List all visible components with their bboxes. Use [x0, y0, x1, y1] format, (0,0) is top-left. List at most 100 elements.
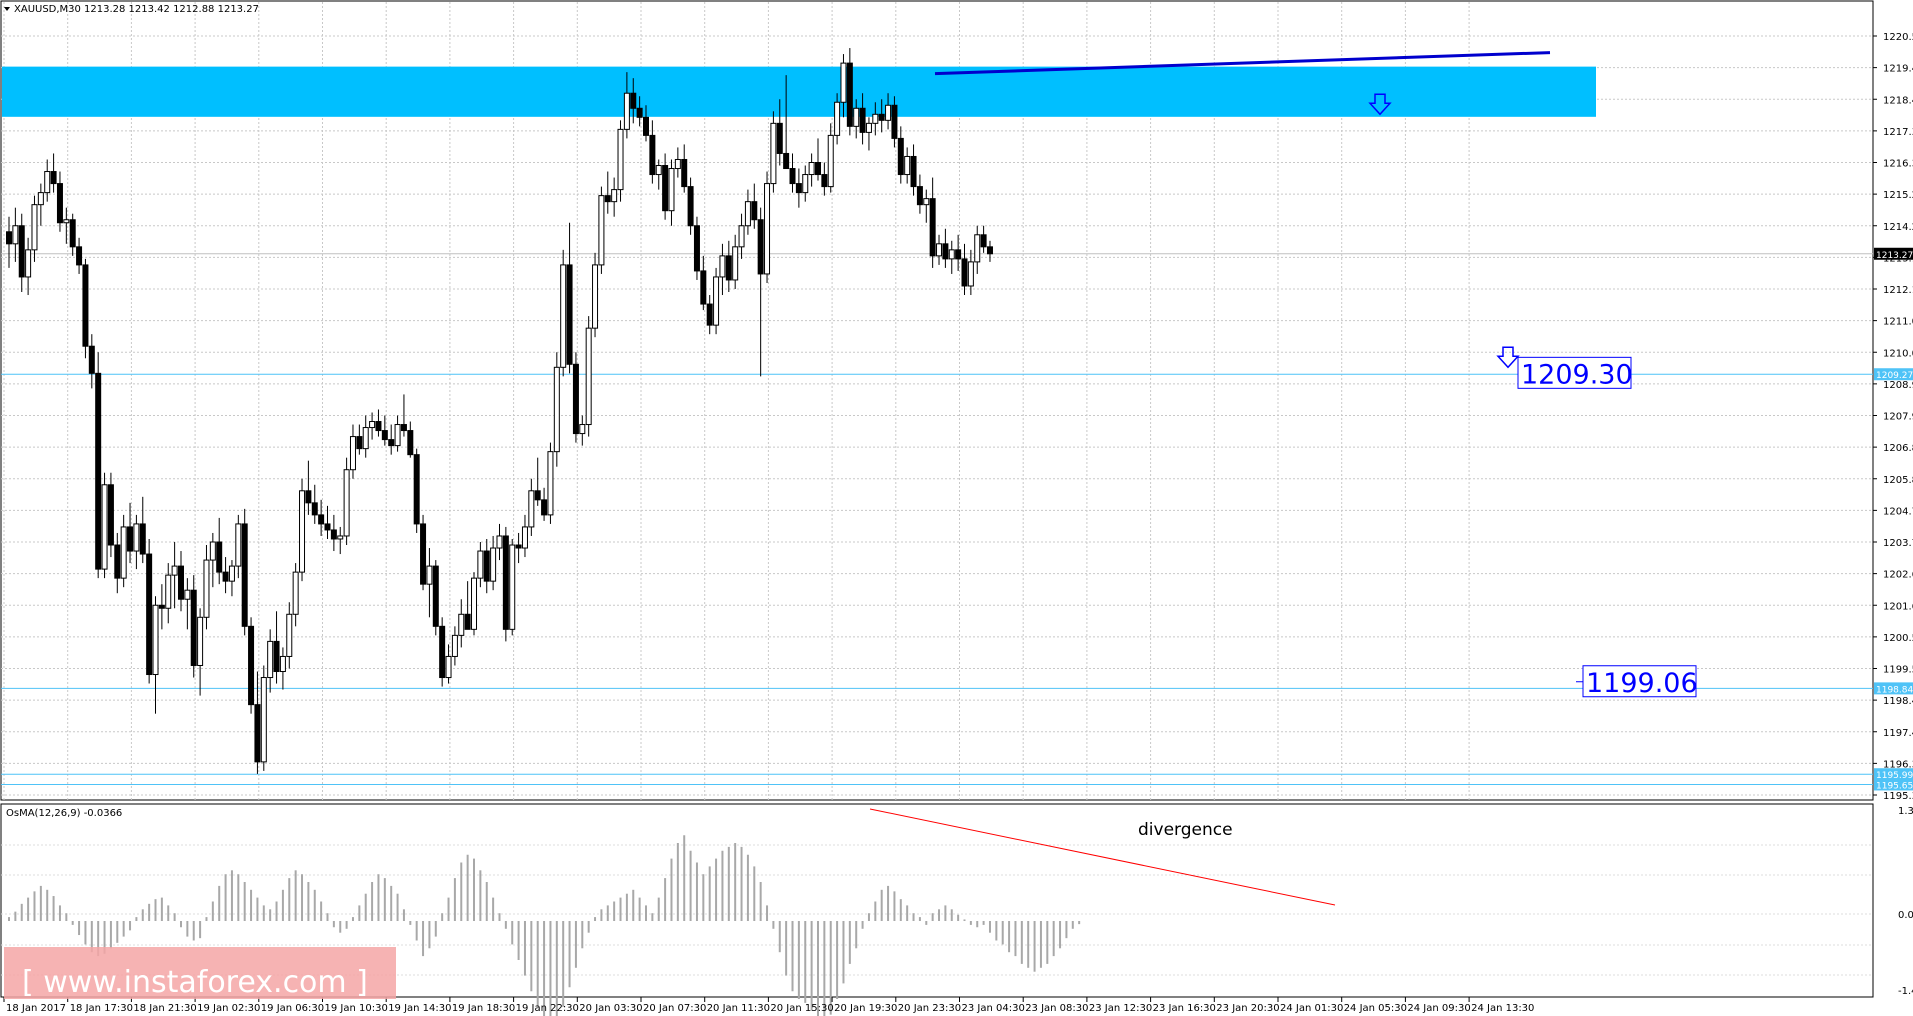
- y-tick-label: 1211.05: [1883, 317, 1913, 328]
- candle: [171, 542, 178, 609]
- horizontal-levels: [1, 253, 1873, 785]
- x-tick-label: 20 Jan 19:30: [834, 1003, 897, 1014]
- x-tick-label: 19 Jan 06:30: [261, 1003, 324, 1014]
- candle: [56, 171, 63, 232]
- candle: [254, 671, 261, 774]
- osma-histogram: [8, 835, 1081, 1016]
- candle: [585, 316, 592, 437]
- x-tick-label: 20 Jan 15:30: [770, 1003, 833, 1014]
- x-tick-label: 19 Jan 10:30: [325, 1003, 388, 1014]
- candle: [165, 563, 172, 624]
- down-arrow-icon: [1496, 346, 1520, 369]
- candle: [528, 478, 535, 536]
- candle: [235, 514, 242, 579]
- candle: [834, 93, 841, 145]
- candle: [490, 535, 497, 591]
- watermark-bg: [4, 947, 396, 999]
- candle: [209, 532, 216, 588]
- candle: [477, 542, 484, 588]
- candle: [502, 526, 509, 642]
- candle: [349, 424, 356, 479]
- candle: [948, 240, 955, 274]
- candle: [942, 228, 949, 268]
- candle: [643, 105, 649, 142]
- candle: [923, 189, 930, 223]
- candle: [846, 48, 853, 136]
- x-tick-label: 19 Jan 14:30: [388, 1003, 451, 1014]
- x-tick-label: 20 Jan 07:30: [643, 1003, 706, 1014]
- candle: [853, 99, 860, 139]
- candle: [439, 617, 446, 687]
- y-tick-label: 1205.80: [1883, 475, 1913, 486]
- osma-scale-bottom: -1.4326: [1898, 986, 1913, 997]
- x-tick-label: 20 Jan 03:30: [579, 1003, 642, 1014]
- y-tick-label: 1197.40: [1883, 728, 1913, 739]
- candle: [579, 415, 586, 446]
- resistance-zone[interactable]: [2, 66, 1596, 117]
- candle: [521, 514, 528, 558]
- candle: [891, 96, 898, 148]
- divergence-line[interactable]: [869, 808, 1336, 906]
- candle: [725, 240, 732, 293]
- x-tick-label: 20 Jan 11:30: [707, 1003, 770, 1014]
- candle: [362, 415, 369, 458]
- x-tick-label: 18 Jan 21:30: [133, 1003, 196, 1014]
- candle: [222, 557, 229, 594]
- candle: [980, 225, 987, 253]
- y-tick-label: 1208.95: [1883, 380, 1913, 391]
- candle: [292, 563, 299, 627]
- menu-triangle-icon[interactable]: [4, 7, 10, 11]
- candle: [955, 234, 962, 271]
- candle: [197, 608, 204, 696]
- x-tick-label: 23 Jan 16:30: [1153, 1003, 1216, 1014]
- candle: [598, 186, 605, 274]
- candles: [6, 48, 993, 774]
- x-tick-label: 19 Jan 22:30: [516, 1003, 579, 1014]
- candle: [388, 424, 395, 455]
- candle: [961, 243, 968, 296]
- candle: [63, 207, 70, 244]
- x-tick-label: 18 Jan 2017: [6, 1003, 66, 1014]
- y-tick-label: 1210.00: [1883, 348, 1913, 359]
- candle: [216, 517, 223, 585]
- candle: [228, 560, 235, 597]
- candle: [936, 234, 943, 265]
- candle: [636, 96, 643, 127]
- candle: [719, 243, 726, 296]
- candle: [776, 99, 783, 166]
- candle: [260, 665, 267, 771]
- y-tick-label: 1216.30: [1883, 159, 1913, 170]
- candle: [572, 352, 579, 443]
- candle: [451, 626, 458, 666]
- candle: [330, 514, 337, 552]
- candle: [324, 505, 331, 539]
- x-tick-label: 19 Jan 18:30: [452, 1003, 515, 1014]
- candle: [31, 195, 38, 262]
- candle: [986, 240, 993, 262]
- candle: [279, 647, 286, 690]
- x-tick-label: 24 Jan 05:30: [1344, 1003, 1407, 1014]
- candle: [566, 222, 573, 374]
- price-badge: [1874, 768, 1913, 781]
- price-badge-text: 1195.65: [1876, 781, 1913, 791]
- candle: [190, 575, 197, 678]
- candle: [158, 584, 165, 630]
- candle: [241, 508, 248, 636]
- y-tick-label: 1203.70: [1883, 538, 1913, 549]
- candle: [560, 249, 567, 377]
- candle: [885, 93, 892, 130]
- y-tick-label: 1201.60: [1883, 601, 1913, 612]
- y-tick-label: 1220.50: [1883, 32, 1913, 43]
- x-tick-label: 24 Jan 09:30: [1407, 1003, 1470, 1014]
- candle: [146, 538, 153, 684]
- candle: [152, 596, 159, 714]
- candle: [916, 174, 923, 214]
- divergence-annotation: divergence: [1138, 820, 1233, 840]
- candle: [974, 225, 981, 274]
- candle: [101, 472, 108, 579]
- trendline[interactable]: [934, 51, 1551, 76]
- candle: [203, 545, 210, 630]
- price-badge-text: 1213.27: [1876, 251, 1913, 261]
- price-badge: [1874, 682, 1913, 695]
- candle: [305, 460, 312, 515]
